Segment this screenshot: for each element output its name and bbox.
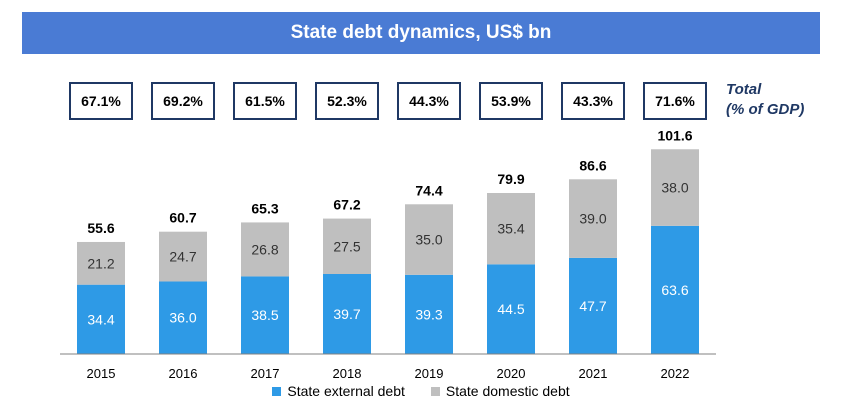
legend-label-external: State external debt	[287, 383, 405, 399]
bar-external-2019	[405, 274, 453, 354]
x-tick-label-2019: 2019	[415, 366, 444, 381]
x-tick-label-2020: 2020	[497, 366, 526, 381]
bar-domestic-2017	[241, 222, 289, 277]
gdp-ratio-box-2016: 69.2%	[151, 82, 215, 120]
gdp-ratio-box-2020: 53.9%	[479, 82, 543, 120]
gdp-ratio-box-2022: 71.6%	[643, 82, 707, 120]
gdp-ratio-box-2017: 61.5%	[233, 82, 297, 120]
data-label-domestic-2019: 35.0	[415, 232, 442, 248]
legend-item-domestic: State domestic debt	[430, 383, 570, 399]
chart-title-banner: State debt dynamics, US$ bn	[22, 12, 820, 54]
legend-swatch-external	[272, 386, 282, 396]
data-label-external-2015: 34.4	[87, 311, 114, 327]
x-tick-label-2021: 2021	[579, 366, 608, 381]
x-tick-label-2017: 2017	[251, 366, 280, 381]
bar-external-2021	[569, 257, 617, 354]
data-label-domestic-2022: 38.0	[661, 180, 688, 196]
gdp-ratio-label: Total (% of GDP)	[726, 80, 804, 120]
total-label-2021: 86.6	[579, 157, 606, 173]
data-label-external-2021: 47.7	[579, 298, 606, 314]
x-tick-label-2022: 2022	[661, 366, 690, 381]
gdp-ratio-box-2015: 67.1%	[69, 82, 133, 120]
data-label-domestic-2016: 24.7	[169, 249, 196, 265]
total-label-2015: 55.6	[87, 220, 114, 236]
legend-swatch-domestic	[430, 386, 440, 396]
bar-domestic-2018	[323, 218, 371, 275]
total-label-2017: 65.3	[251, 200, 278, 216]
gdp-ratio-box-2019: 44.3%	[397, 82, 461, 120]
bar-domestic-2022	[651, 149, 699, 226]
x-tick-label-2015: 2015	[87, 366, 116, 381]
total-label-2022: 101.6	[657, 127, 692, 143]
total-label-2018: 67.2	[333, 197, 360, 213]
data-label-external-2019: 39.3	[415, 306, 442, 322]
bar-domestic-2019	[405, 204, 453, 275]
total-label-2016: 60.7	[169, 210, 196, 226]
data-label-domestic-2020: 35.4	[497, 221, 524, 237]
bar-external-2017	[241, 276, 289, 354]
data-label-domestic-2017: 26.8	[251, 241, 278, 257]
gdp-label-line2: (% of GDP)	[726, 101, 805, 118]
chart-legend: State external debt State domestic debt	[0, 383, 842, 399]
total-label-2020: 79.9	[497, 171, 524, 187]
legend-item-external: State external debt	[272, 383, 405, 399]
data-label-external-2016: 36.0	[169, 310, 196, 326]
gdp-ratio-box-2021: 43.3%	[561, 82, 625, 120]
data-label-external-2018: 39.7	[333, 306, 360, 322]
x-tick-label-2016: 2016	[169, 366, 198, 381]
bar-domestic-2015	[77, 241, 125, 285]
total-label-2019: 74.4	[415, 182, 442, 198]
bar-external-2022	[651, 225, 699, 354]
chart-title: State debt dynamics, US$ bn	[290, 22, 552, 43]
bar-domestic-2021	[569, 179, 617, 258]
bar-external-2015	[77, 284, 125, 354]
bar-external-2016	[159, 281, 207, 354]
data-label-domestic-2021: 39.0	[579, 211, 606, 227]
data-label-domestic-2015: 21.2	[87, 255, 114, 271]
data-label-domestic-2018: 27.5	[333, 238, 360, 254]
data-label-external-2022: 63.6	[661, 282, 688, 298]
gdp-label-line1: Total	[726, 81, 762, 98]
data-label-external-2017: 38.5	[251, 307, 278, 323]
bar-external-2020	[487, 264, 535, 354]
x-tick-label-2018: 2018	[333, 366, 362, 381]
bar-external-2018	[323, 274, 371, 354]
bar-domestic-2016	[159, 231, 207, 282]
bar-domestic-2020	[487, 193, 535, 265]
data-label-external-2020: 44.5	[497, 301, 524, 317]
legend-label-domestic: State domestic debt	[445, 383, 570, 399]
gdp-ratio-box-2018: 52.3%	[315, 82, 379, 120]
